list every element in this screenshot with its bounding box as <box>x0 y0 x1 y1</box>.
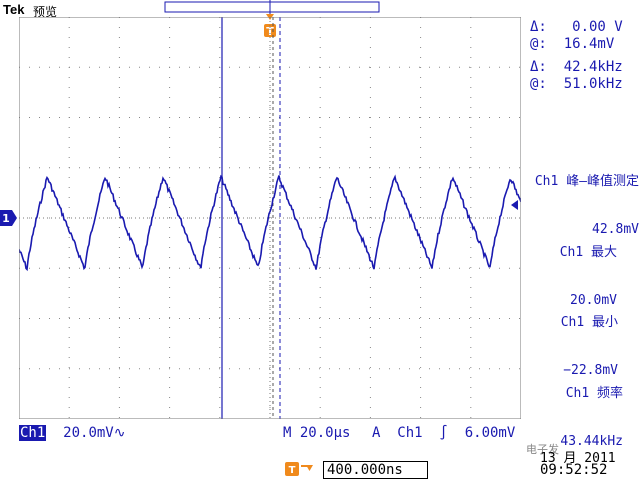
trigger-settings[interactable]: A Ch1 ∫ 6.00mV <box>372 425 516 441</box>
date-readout: 13 月 2011 <box>540 451 616 466</box>
measurement-title: Ch1 最小 <box>560 315 618 330</box>
measurement-value: 42.8mV <box>592 222 639 237</box>
brand-logo: Tek <box>3 2 25 17</box>
measurement-title: Ch1 最大 <box>559 245 617 260</box>
ch1-ground-marker[interactable]: 1 <box>0 210 18 226</box>
measurement-value: 43.44kHz <box>560 434 623 449</box>
trigger-level-arrow <box>511 200 518 210</box>
mode-label: 预览 <box>33 5 58 19</box>
measurement-title: Ch1 峰—峰值测定 <box>534 174 639 189</box>
measurement-freq: Ch1 频率 43.44kHz <box>560 354 623 466</box>
trigger-offset-icon: T <box>285 462 313 476</box>
measurement-max: Ch1 最大 20.0mV <box>560 213 617 325</box>
ch1-trace <box>19 174 521 272</box>
measurement-value: 20.0mV <box>570 293 617 308</box>
cursor-delta-v: Δ: 0.00 V <box>530 19 623 35</box>
timebase[interactable]: M 20.0µs <box>283 425 351 441</box>
cursor-delta-f: Δ: 42.4kHz <box>530 59 623 75</box>
svg-text:1: 1 <box>2 212 10 225</box>
svg-text:T: T <box>289 465 296 476</box>
cursor-at-v: @: 16.4mV <box>530 36 615 52</box>
measurement-min: Ch1 最小 −22.8mV <box>561 283 618 395</box>
channel-tag[interactable]: Ch1 <box>19 425 47 441</box>
trigger-position-value[interactable]: 400.000ns <box>323 461 428 479</box>
measurement-title: Ch1 频率 <box>565 386 623 401</box>
measurement-pk-pk: Ch1 峰—峰值测定 42.8mV <box>535 142 639 254</box>
volts-per-div[interactable]: 20.0mV∿ <box>63 425 126 441</box>
watermark: 电子发 <box>526 443 559 456</box>
cursor-at-f: @: 51.0kHz <box>530 76 623 92</box>
status-bar: Ch1 20.0mV∿ <box>19 425 125 441</box>
measurement-value: −22.8mV <box>563 363 618 378</box>
record-position-indicator: T <box>164 0 380 38</box>
waveform-display[interactable] <box>19 17 521 419</box>
clock-readout: 09:52:52 <box>540 462 608 478</box>
trigger-marker-label: T <box>266 25 274 38</box>
